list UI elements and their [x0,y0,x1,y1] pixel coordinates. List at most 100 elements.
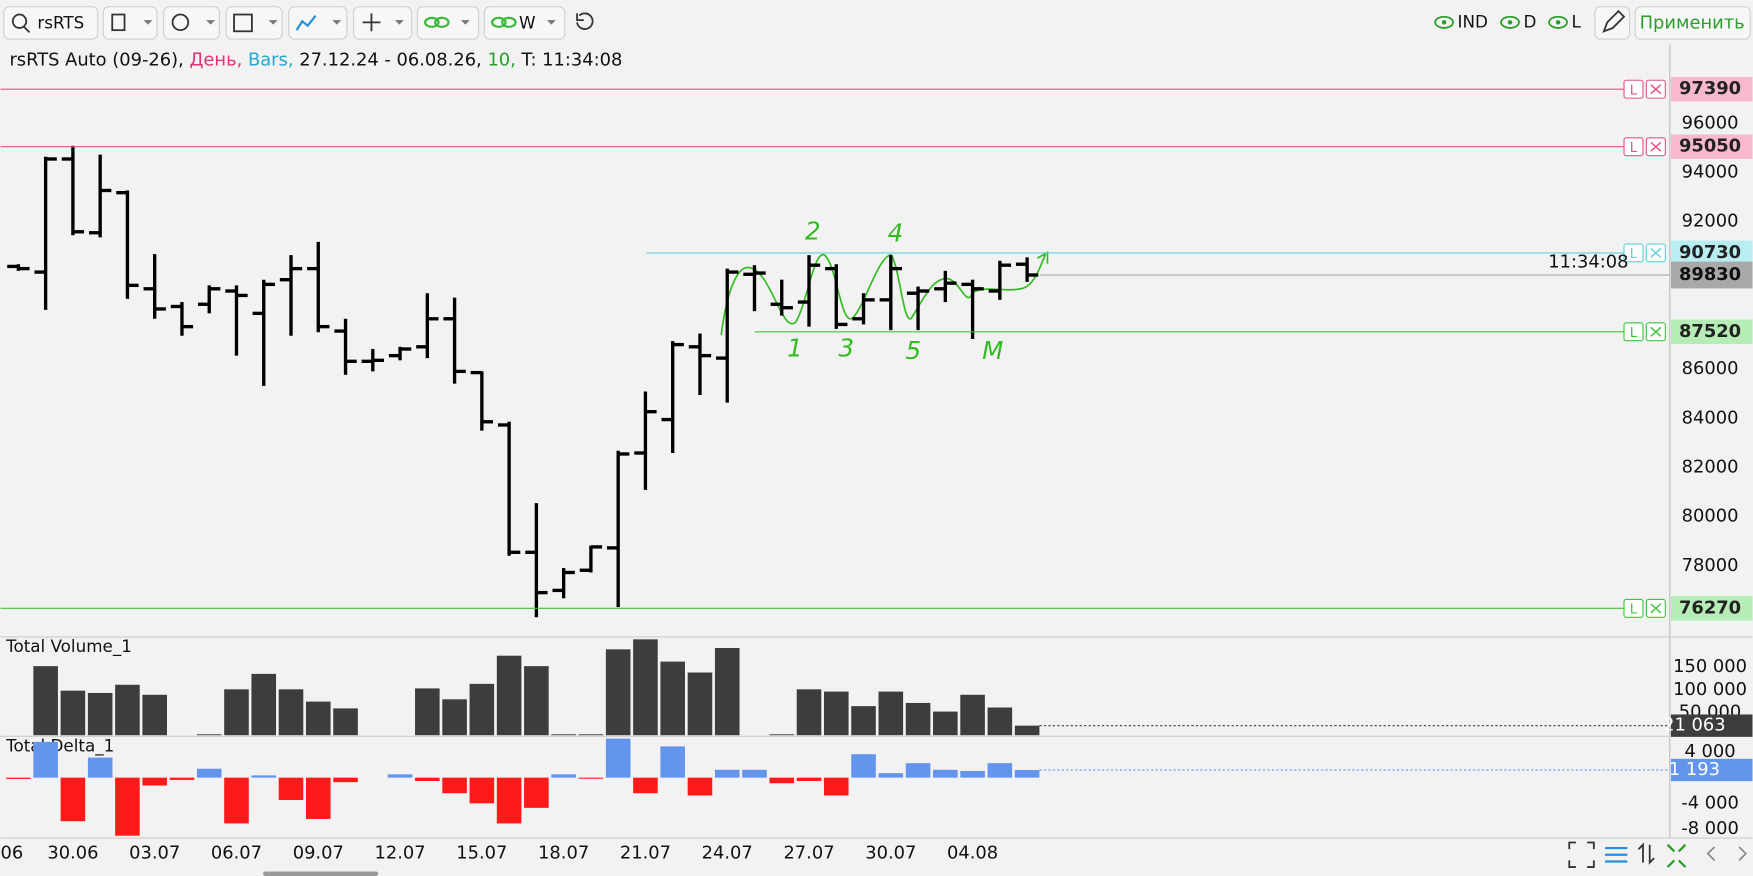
last-price-label: 89830 [1679,264,1741,285]
y-tick-label: 92000 [1682,211,1739,232]
bar [905,702,931,736]
bar [33,666,58,736]
scrollbar[interactable] [263,871,379,876]
y-tick-label: -4 000 [1681,792,1739,813]
panel-title: Total Delta_1 [5,735,114,756]
bar [469,777,495,804]
toggles: IND D L [1434,11,1581,31]
bar [578,734,604,736]
x-tick-label: 30.06 [47,843,98,864]
bar [905,763,931,778]
bar [305,777,331,819]
bar [769,734,795,736]
bar [169,777,195,780]
fit-button[interactable] [1666,843,1687,868]
last-value-label: 21 063 [1663,715,1726,736]
bar [333,708,358,736]
bar [796,777,822,781]
y-tick-label: 100 000 [1673,679,1747,700]
level-label-box [1670,319,1753,345]
level-icon-label: L [1630,247,1638,262]
bar [551,734,576,736]
level-label: 76270 [1679,597,1741,618]
bar [251,673,277,736]
bar [142,777,167,786]
panel-title: Total Volume_1 [5,636,132,657]
bar [823,777,849,796]
level-label-box [1670,76,1753,102]
last-price-time: 11:34:08 [1548,252,1628,273]
hand-label: 3 [839,334,855,363]
link-icon [501,16,517,28]
fullscreen-button[interactable] [1568,841,1595,868]
bar [33,741,58,778]
draw-button[interactable] [1594,6,1631,40]
bar [960,770,985,778]
bar [605,649,631,736]
bar [660,661,685,736]
x-tick-label: 12.07 [374,843,425,864]
scroll-buttons[interactable] [1706,846,1747,861]
scale-toggle[interactable] [1637,842,1655,865]
bar [305,701,331,736]
hand-label: 4 [888,219,904,248]
info-timeframe: День, [189,49,242,70]
last-value-box [1670,758,1753,782]
x-tick-label: 30.07 [865,843,916,864]
bar [87,757,113,778]
bar [333,777,358,783]
settings-button[interactable] [1605,846,1628,863]
bar [714,769,740,778]
x-tick-label: 27.07 [783,843,834,864]
info-time: T: 11:34:08 [521,49,623,70]
level-icon [1623,79,1644,99]
period-button[interactable] [483,6,566,40]
level-remove-x [1650,84,1662,95]
level-remove-x [1650,326,1662,337]
link-icon [434,16,450,28]
x-tick-label: 03.07 [129,843,180,864]
info-symbol: rsRTS Auto (09-26), [9,49,183,70]
bar [933,711,958,736]
eye-icon [1434,15,1454,29]
eye-icon [1548,15,1568,29]
x-tick-label: 24.07 [702,843,753,864]
bar [196,734,222,736]
bar [278,777,304,801]
bar [387,774,413,778]
toggle-label: IND [1458,11,1488,31]
bar [742,769,767,778]
bar [687,672,713,736]
level-label-box [1670,596,1753,621]
info-count: 10, [487,49,515,70]
bar [987,707,1013,736]
apply-label: Применить [1640,12,1745,33]
bar [633,777,658,794]
chart-type-button[interactable] [288,6,348,40]
undo-button[interactable] [576,12,594,30]
toggle-label: D [1523,11,1536,31]
bar [142,694,167,736]
bar [87,692,113,736]
y-tick-label: 78000 [1682,555,1739,576]
bar [796,689,822,736]
bar [415,777,440,781]
level-label: 95050 [1679,136,1741,157]
bar [878,773,904,778]
bar [551,774,576,778]
scale-button[interactable] [353,6,413,40]
info-range: 27.12.24 - 06.08.26, [299,49,482,70]
symbol: rsRTS [37,12,84,32]
apply-button[interactable] [1634,6,1751,40]
bar [660,746,685,778]
bar [224,777,249,824]
pencil-icon [1602,9,1626,33]
bar [442,699,467,736]
y-tick-label: 86000 [1682,358,1739,379]
hand-label: M [982,336,1003,365]
level-icon-label: L [1630,326,1638,341]
chart-info: rsRTS Auto (09-26), День, Bars, 27.12.24… [9,49,622,70]
level-remove-x [1650,141,1662,152]
